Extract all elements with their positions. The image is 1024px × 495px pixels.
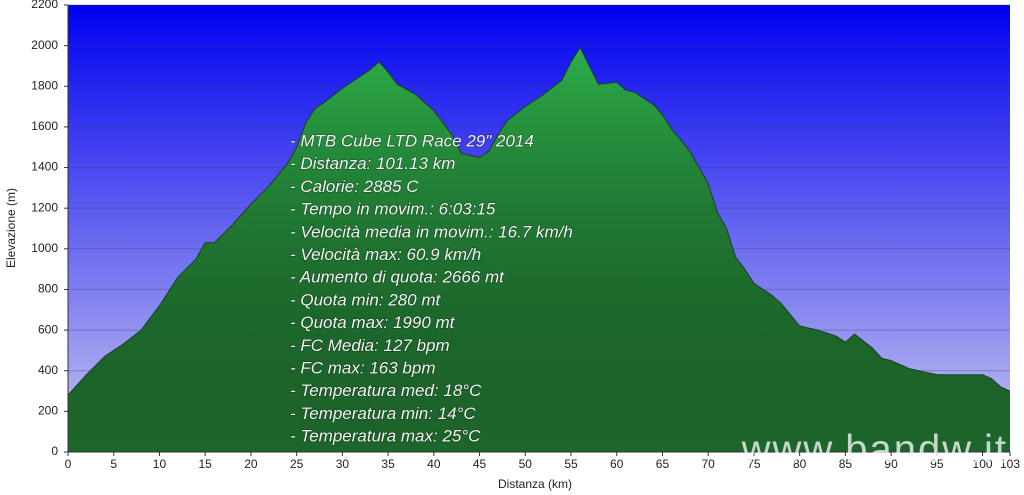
x-tick-label: 90 [884,457,898,471]
annotation: - Temperatura max: 25°C [290,427,481,446]
y-tick-label: 200 [38,404,58,418]
watermark: www.bandw.it [741,428,1008,472]
x-tick-label: 85 [839,457,853,471]
y-tick-label: 2200 [31,0,58,11]
x-tick-label: 25 [290,457,304,471]
y-tick-label: 800 [38,282,58,296]
y-tick-label: 1400 [31,160,58,174]
x-tick-label: 60 [610,457,624,471]
elevation-line [67,46,1011,396]
annotation: - Distanza: 101.13 km [290,154,455,173]
area-shade [68,47,1010,452]
annotation: - Calorie: 2885 C [290,177,419,196]
x-tick-label: 70 [702,457,716,471]
x-tick-label: 0 [65,457,72,471]
x-tick-label: 5 [110,457,117,471]
x-tick-label: 50 [519,457,533,471]
annotation: - Velocità max: 60.9 km/h [290,245,481,264]
annotation: - Temperatura med: 18°C [290,381,482,400]
x-tick-label: 30 [336,457,350,471]
annotation: - Quota min: 280 mt [290,290,442,309]
annotation: - Aumento di quota: 2666 mt [290,268,505,287]
annotation: - Velocità media in movim.: 16.7 km/h [290,222,573,241]
y-tick-label: 0 [51,444,58,458]
x-tick-label: 40 [427,457,441,471]
y-axis-label: Elevazione (m) [4,188,18,268]
y-tick-label: 400 [38,363,58,377]
x-tick-label: 35 [381,457,395,471]
x-tick-label: 103 [1000,457,1020,471]
x-tick-label: 10 [153,457,167,471]
y-tick-label: 1000 [31,241,58,255]
x-tick-label: 75 [747,457,761,471]
annotation: - Temperatura min: 14°C [290,404,476,423]
x-axis-label: Distanza (km) [498,477,572,491]
annotation: - Quota max: 1990 mt [290,313,456,332]
x-tick-label: 20 [244,457,258,471]
x-tick-label: 95 [930,457,944,471]
y-tick-label: 600 [38,322,58,336]
annotation: - MTB Cube LTD Race 29" 2014 [290,131,534,150]
x-tick-label: 65 [656,457,670,471]
y-tick-label: 1200 [31,200,58,214]
y-tick-label: 2000 [31,38,58,52]
x-tick-label: 55 [564,457,578,471]
x-tick-label: 80 [793,457,807,471]
x-tick-label: 45 [473,457,487,471]
y-tick-label: 1800 [31,78,58,92]
annotation: - Tempo in movim.: 6:03:15 [290,200,496,219]
annotation: - FC Media: 127 bpm [290,336,450,355]
x-tick-label: 15 [199,457,213,471]
x-tick-label: 100 [973,457,993,471]
y-tick-label: 1600 [31,119,58,133]
annotation: - FC max: 163 bpm [290,358,436,377]
